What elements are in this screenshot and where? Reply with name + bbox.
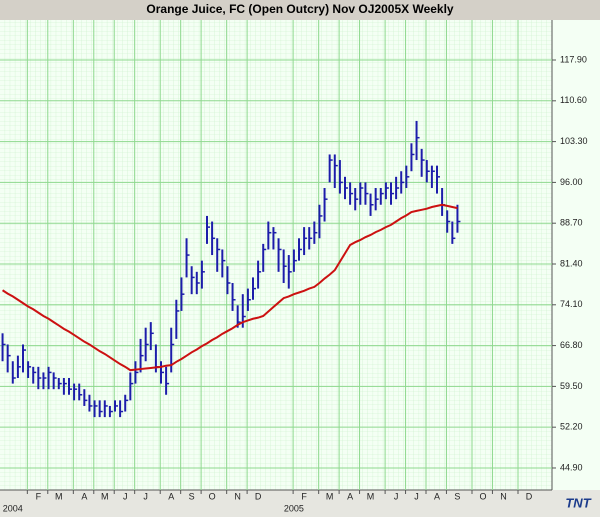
y-tick-label: 74.10 [560,299,583,309]
x-axis-band [0,490,600,517]
x-tick-label: D [255,491,262,501]
x-tick-label: J [143,491,148,501]
y-tick-label: 110.60 [560,95,587,105]
year-label: 2004 [3,503,23,513]
x-tick-label: O [479,491,486,501]
minor-grid [0,20,552,490]
x-tick-label: J [123,491,128,501]
moving-average [2,203,458,372]
x-tick-label: M [326,491,334,501]
x-tick-label: S [454,491,460,501]
x-tick-label: D [526,491,533,501]
x-tick-label: A [347,491,353,501]
x-tick-label: J [414,491,419,501]
year-label: 2005 [284,503,304,513]
x-tick-label: A [434,491,440,501]
x-tick-label: M [367,491,375,501]
title-bar [0,0,600,20]
logo: TNT [565,495,591,510]
x-tick-label: J [394,491,399,501]
x-tick-label: M [55,491,63,501]
x-tick-label: A [168,491,174,501]
x-tick-label: N [500,491,507,501]
y-tick-label: 117.90 [560,54,587,64]
chart-title: Orange Juice, FC (Open Outcry) Nov OJ200… [146,2,454,16]
x-tick-label: N [234,491,241,501]
y-tick-label: 103.30 [560,136,588,146]
x-tick-label: S [189,491,195,501]
x-tick-label: O [209,491,216,501]
y-tick-label: 59.50 [560,381,583,391]
y-tick-label: 66.80 [560,340,583,350]
x-tick-label: M [101,491,109,501]
x-tick-label: F [36,491,42,501]
y-tick-label: 88.70 [560,218,583,228]
y-tick-label: 52.20 [560,422,583,432]
y-tick-label: 81.40 [560,258,583,268]
x-tick-label: A [81,491,87,501]
y-tick-label: 96.00 [560,177,583,187]
y-tick-label: 44.90 [560,462,583,472]
x-tick-label: F [301,491,307,501]
